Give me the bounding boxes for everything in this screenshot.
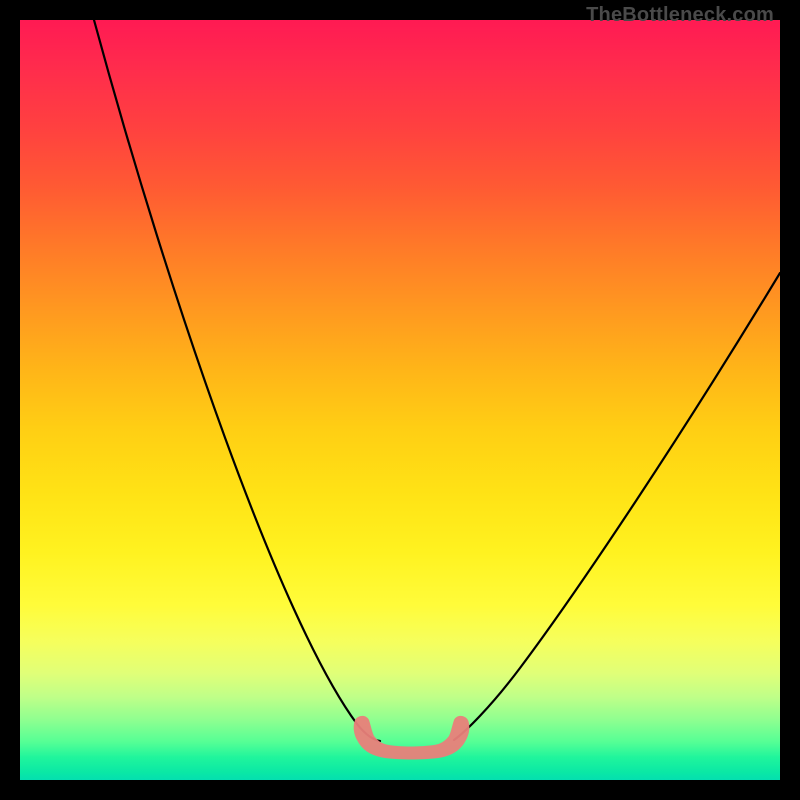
curve-right bbox=[454, 273, 780, 740]
attribution-label: TheBottleneck.com bbox=[586, 4, 774, 27]
plot-area bbox=[20, 20, 780, 780]
bottom-marker bbox=[354, 716, 470, 760]
chart-frame: TheBottleneck.com bbox=[0, 0, 800, 800]
curve-overlay bbox=[20, 20, 780, 780]
curve-left bbox=[94, 20, 380, 741]
